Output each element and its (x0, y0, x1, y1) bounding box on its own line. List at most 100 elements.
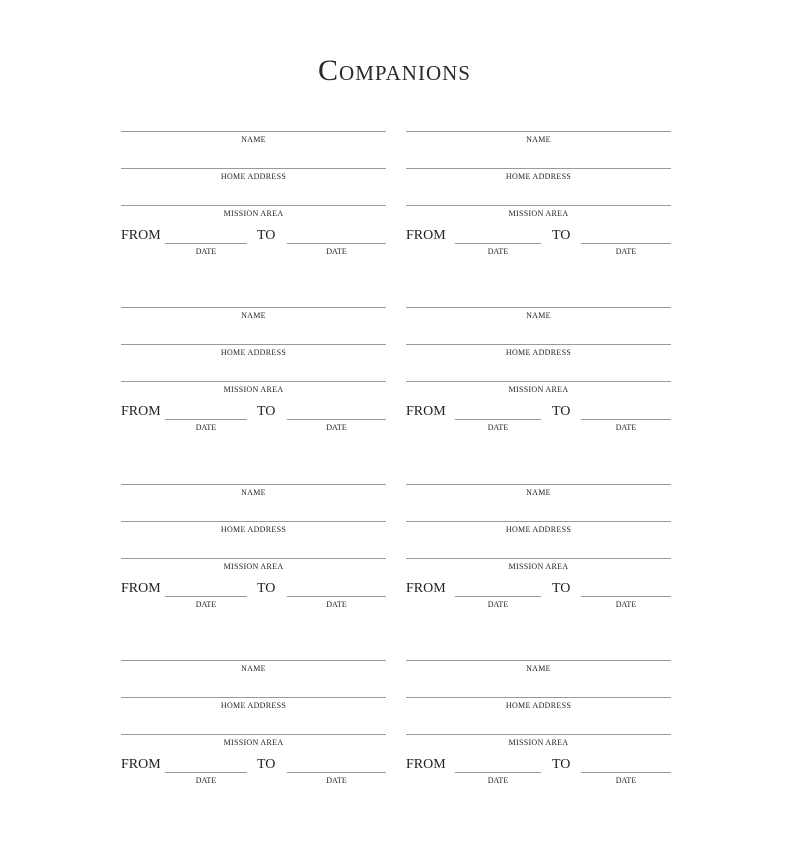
mission-area-label: MISSION AREA (508, 209, 569, 218)
name-field[interactable] (121, 307, 386, 308)
companion-entry: NAME HOME ADDRESS MISSION AREA FROM DATE… (121, 307, 386, 447)
companion-entry: NAME HOME ADDRESS MISSION AREA FROM DATE… (406, 131, 671, 271)
mission-area-label: MISSION AREA (508, 562, 569, 571)
home-address-field[interactable] (406, 697, 671, 698)
from-date-field[interactable] (165, 419, 247, 420)
from-date-label: DATE (487, 247, 509, 256)
home-address-label: HOME ADDRESS (505, 172, 572, 181)
from-label: FROM (406, 581, 446, 596)
name-label: NAME (241, 135, 266, 144)
home-address-label: HOME ADDRESS (505, 348, 572, 357)
mission-area-field[interactable] (406, 381, 671, 382)
to-date-label: DATE (615, 423, 637, 432)
from-date-label: DATE (195, 247, 217, 256)
name-label: NAME (241, 488, 266, 497)
mission-area-label: MISSION AREA (223, 209, 284, 218)
home-address-label: HOME ADDRESS (505, 701, 572, 710)
from-date-label: DATE (487, 776, 509, 785)
home-address-field[interactable] (121, 521, 386, 522)
companion-entry: NAME HOME ADDRESS MISSION AREA FROM DATE… (121, 131, 386, 271)
from-label: FROM (121, 228, 161, 243)
to-date-field[interactable] (581, 596, 671, 597)
home-address-field[interactable] (121, 168, 386, 169)
name-label: NAME (526, 135, 551, 144)
from-date-field[interactable] (455, 772, 541, 773)
mission-area-label: MISSION AREA (223, 738, 284, 747)
home-address-field[interactable] (121, 697, 386, 698)
mission-area-label: MISSION AREA (223, 385, 284, 394)
from-label: FROM (121, 757, 161, 772)
mission-area-label: MISSION AREA (508, 738, 569, 747)
to-date-field[interactable] (287, 596, 386, 597)
from-date-field[interactable] (165, 243, 247, 244)
from-date-field[interactable] (165, 772, 247, 773)
companion-entry: NAME HOME ADDRESS MISSION AREA FROM DATE… (121, 660, 386, 800)
name-field[interactable] (121, 131, 386, 132)
name-label: NAME (241, 311, 266, 320)
from-date-field[interactable] (455, 596, 541, 597)
from-date-label: DATE (195, 423, 217, 432)
mission-area-field[interactable] (406, 205, 671, 206)
name-field[interactable] (406, 131, 671, 132)
from-label: FROM (406, 228, 446, 243)
from-date-label: DATE (195, 776, 217, 785)
to-date-field[interactable] (581, 772, 671, 773)
mission-area-label: MISSION AREA (223, 562, 284, 571)
to-date-field[interactable] (581, 243, 671, 244)
name-field[interactable] (121, 484, 386, 485)
to-date-label: DATE (615, 600, 637, 609)
companion-entry: NAME HOME ADDRESS MISSION AREA FROM DATE… (406, 307, 671, 447)
to-date-field[interactable] (287, 772, 386, 773)
mission-area-field[interactable] (121, 381, 386, 382)
from-date-field[interactable] (455, 243, 541, 244)
from-date-label: DATE (487, 600, 509, 609)
mission-area-field[interactable] (121, 558, 386, 559)
home-address-field[interactable] (406, 521, 671, 522)
home-address-label: HOME ADDRESS (220, 701, 287, 710)
mission-area-field[interactable] (121, 205, 386, 206)
to-date-field[interactable] (287, 243, 386, 244)
to-date-label: DATE (615, 247, 637, 256)
name-field[interactable] (121, 660, 386, 661)
from-date-label: DATE (195, 600, 217, 609)
name-label: NAME (241, 664, 266, 673)
companion-entry: NAME HOME ADDRESS MISSION AREA FROM DATE… (121, 484, 386, 624)
to-label: TO (257, 404, 276, 419)
home-address-field[interactable] (121, 344, 386, 345)
to-label: TO (257, 228, 276, 243)
to-date-field[interactable] (287, 419, 386, 420)
mission-area-field[interactable] (121, 734, 386, 735)
page-title: Companions (318, 54, 471, 87)
from-date-field[interactable] (455, 419, 541, 420)
home-address-label: HOME ADDRESS (220, 348, 287, 357)
companion-entry: NAME HOME ADDRESS MISSION AREA FROM DATE… (406, 660, 671, 800)
to-label: TO (552, 581, 571, 596)
mission-area-field[interactable] (406, 734, 671, 735)
to-date-label: DATE (615, 776, 637, 785)
to-label: TO (257, 757, 276, 772)
name-label: NAME (526, 311, 551, 320)
from-label: FROM (121, 581, 161, 596)
to-date-label: DATE (326, 600, 347, 609)
to-label: TO (552, 228, 571, 243)
from-date-field[interactable] (165, 596, 247, 597)
to-date-label: DATE (326, 776, 347, 785)
from-date-label: DATE (487, 423, 509, 432)
name-label: NAME (526, 664, 551, 673)
home-address-label: HOME ADDRESS (220, 172, 287, 181)
to-date-field[interactable] (581, 419, 671, 420)
to-date-label: DATE (326, 247, 347, 256)
mission-area-field[interactable] (406, 558, 671, 559)
from-label: FROM (406, 757, 446, 772)
name-field[interactable] (406, 307, 671, 308)
to-date-label: DATE (326, 423, 347, 432)
home-address-field[interactable] (406, 344, 671, 345)
from-label: FROM (121, 404, 161, 419)
from-label: FROM (406, 404, 446, 419)
name-field[interactable] (406, 660, 671, 661)
home-address-label: HOME ADDRESS (220, 525, 287, 534)
home-address-field[interactable] (406, 168, 671, 169)
home-address-label: HOME ADDRESS (505, 525, 572, 534)
name-field[interactable] (406, 484, 671, 485)
to-label: TO (552, 757, 571, 772)
